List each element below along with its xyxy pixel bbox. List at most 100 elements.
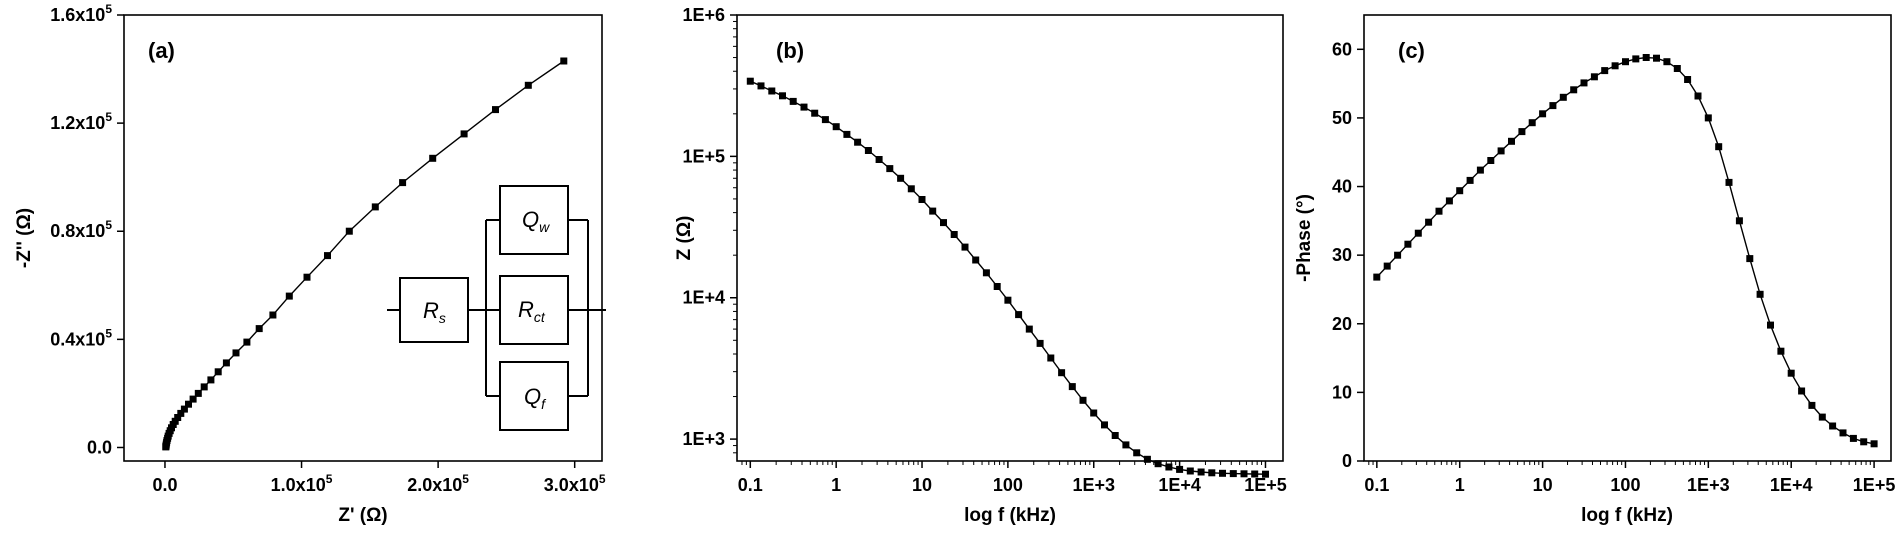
circuit-box-qf: [499, 361, 569, 431]
data-point-marker: [789, 97, 797, 105]
data-point-marker: [1735, 217, 1743, 225]
data-point-marker: [897, 174, 905, 182]
data-point-marker: [1518, 128, 1526, 136]
data-point-marker: [1036, 339, 1044, 347]
data-point-marker: [1849, 434, 1857, 442]
panel-a-ylabel: -Z'' (Ω): [14, 208, 35, 268]
panel-c-ticks: 0.1 1 10 100 1E+3 1E+4 1E+5 0 10 20 30 40 50 60: [1332, 39, 1895, 495]
data-point-marker: [1015, 311, 1023, 319]
x-tick-label: 3.0x105: [544, 472, 606, 495]
data-point-marker: [940, 219, 947, 227]
y-tick-label: 20: [1332, 314, 1352, 334]
data-point-marker: [1601, 67, 1609, 75]
data-point-marker: [1425, 218, 1433, 226]
data-point-marker: [1622, 58, 1629, 66]
data-point-marker: [1466, 176, 1474, 184]
x-tick-label: 1: [831, 475, 841, 495]
y-tick-label: 10: [1332, 382, 1352, 402]
panel-c-series: [1373, 54, 1878, 448]
data-point-marker: [1611, 62, 1619, 70]
data-point-marker: [1208, 469, 1216, 477]
panel-b-ticks: 0.1 1 10 100 1E+3 1E+4 1E+5 1E+3 1E+4 1E+5 1E+6: [682, 5, 1286, 495]
data-point-marker: [1445, 197, 1453, 205]
data-point-marker: [1219, 469, 1226, 477]
data-point-marker: [269, 311, 277, 319]
data-point-marker: [1404, 240, 1412, 248]
data-point-marker: [1684, 76, 1692, 83]
data-point-marker: [811, 109, 819, 117]
data-point-marker: [1262, 470, 1269, 478]
data-point-marker: [1829, 422, 1837, 430]
data-point-marker: [1197, 468, 1205, 476]
panel-c-bode-phase: (c) log f (kHz) -Phase (°) 0.1 1 10 100 1E+3…: [1294, 14, 1895, 526]
x-tick-label: 10: [1533, 475, 1553, 495]
data-point-marker: [918, 196, 926, 203]
data-point-marker: [1456, 187, 1464, 195]
circuit-label-qf: Qf: [524, 384, 547, 412]
panel-b-ylabel: Z (Ω): [674, 216, 695, 261]
data-point-marker: [1383, 262, 1391, 270]
x-tick-label: 1: [1455, 475, 1465, 495]
data-point-marker: [1704, 114, 1712, 122]
x-tick-label: 1E+3: [1687, 475, 1730, 495]
data-point-marker: [972, 256, 980, 264]
y-tick-label: 1E+6: [682, 5, 725, 25]
data-point-marker: [1079, 396, 1087, 404]
panel-c-frame: [1363, 14, 1892, 462]
data-point-marker: [1176, 465, 1184, 473]
panel-a-frame: [123, 14, 603, 462]
panel-a-label: (a): [148, 38, 175, 63]
y-tick-label: 60: [1332, 39, 1352, 59]
data-point-marker: [1154, 460, 1162, 468]
data-point-marker: [1632, 55, 1640, 63]
x-tick-label: 100: [1610, 475, 1640, 495]
data-point-marker: [1839, 429, 1847, 437]
data-point-marker: [1101, 421, 1108, 429]
x-tick-label: 1E+5: [1853, 475, 1896, 495]
data-point-marker: [1487, 157, 1495, 164]
data-point-marker: [779, 92, 786, 100]
y-tick-label: 1.2x105: [50, 110, 112, 133]
data-point-marker: [177, 409, 185, 417]
data-point-marker: [371, 203, 379, 211]
data-point-marker: [982, 269, 990, 277]
circuit-label-rs: Rs: [423, 298, 446, 326]
panel-b-xlabel: log f (kHz): [964, 505, 1056, 526]
data-point-marker: [1746, 255, 1754, 263]
data-point-marker: [1787, 369, 1795, 377]
circuit-label-qw: Qw: [522, 207, 550, 235]
data-point-marker: [524, 81, 532, 89]
data-point-marker: [1673, 65, 1681, 72]
data-point-marker: [768, 87, 776, 95]
data-point-marker: [243, 338, 251, 346]
data-point-marker: [875, 156, 883, 163]
data-point-marker: [1186, 467, 1194, 475]
y-tick-label: 1E+5: [682, 146, 725, 166]
data-point-marker: [1653, 54, 1660, 62]
data-point-marker: [194, 389, 202, 397]
data-point-marker: [429, 154, 437, 162]
data-point-marker: [1476, 166, 1484, 174]
panel-a-ticks: 0.0 1.0x105 2.0x105 3.0x105 0.0 0.4x105 0.8x10…: [50, 2, 606, 495]
data-point-marker: [1047, 354, 1055, 362]
x-tick-label: 0.1: [1364, 475, 1389, 495]
data-point-marker: [1025, 325, 1033, 333]
data-point-marker: [1549, 102, 1557, 110]
data-point-marker: [200, 383, 208, 391]
data-point-marker: [1090, 409, 1098, 417]
x-tick-label: 0.1: [738, 475, 763, 495]
x-tick-label: 1E+4: [1770, 475, 1813, 495]
panel-b-bode-magnitude: (b) log f (kHz) Z (Ω) 0.1 1 10 100 1E+3 1E+4 1…: [674, 5, 1287, 526]
data-point-marker: [1068, 383, 1076, 391]
x-tick-label: 1.0x105: [271, 472, 333, 495]
series-line: [1376, 56, 1875, 445]
y-tick-label: 40: [1332, 177, 1352, 197]
y-tick-label: 50: [1332, 108, 1352, 128]
data-point-marker: [864, 147, 872, 154]
data-point-marker: [185, 400, 192, 408]
panel-c-ylabel: -Phase (°): [1294, 194, 1315, 282]
data-point-marker: [171, 417, 179, 425]
data-point-marker: [174, 414, 182, 421]
data-point-marker: [285, 292, 293, 300]
data-point-marker: [492, 106, 499, 114]
